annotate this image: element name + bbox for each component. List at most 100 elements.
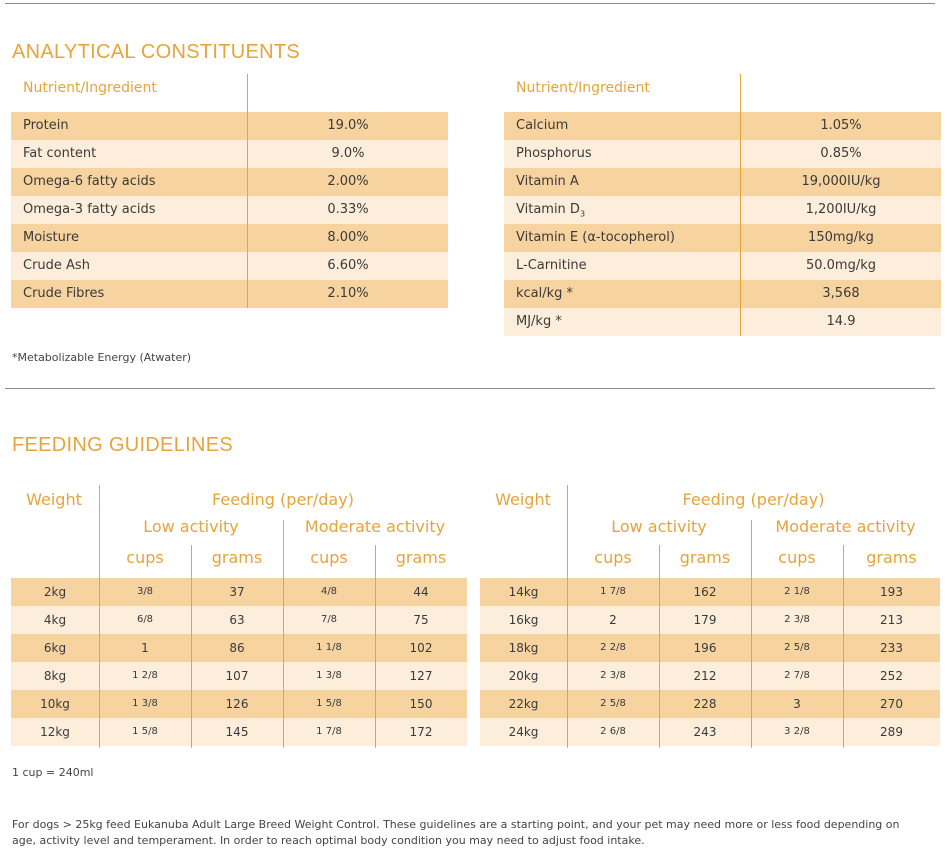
nutrient-value: 9.0% [331,146,365,161]
nutrient-name-text: Crude Fibres [23,286,105,301]
nutrient-name-text: Fat content [23,146,97,161]
nutrient-row: kcal/kg * 3,568 [504,280,941,308]
nutrient-row: Phosphorus 0.85% [504,140,941,168]
moderate-cups-cell: 2 1/8 [784,586,810,597]
nutrient-name: Crude Ash [23,258,90,273]
nutrient-value: 2.00% [327,174,369,189]
nutrient-subscript: 3 [579,209,586,219]
feeding-per-day-header: Feeding (per/day) [212,490,354,509]
low-cups-cell: 6/8 [136,614,154,625]
moderate-grams-cell: 193 [880,585,903,599]
column-divider [843,545,844,748]
feeding-row: 16kg 2 179 2 3/8 213 [480,606,940,634]
analytical-title: ANALYTICAL CONSTITUENTS [12,41,301,63]
moderate-grams-header: grams [395,548,447,567]
feeding-table-right: Weight Feeding (per/day) Low activity Moder… [480,485,940,748]
moderate-cups-cell: 2 3/8 [784,614,810,625]
moderate-cups-cell: 7/8 [320,614,338,625]
nutrient-name: Vitamin E (α-tocopherol) [516,230,675,245]
nutrient-name: Phosphorus [516,146,592,161]
analytical-table-right: Nutrient/Ingredient Calcium 1.05% Phosphor… [504,74,941,336]
low-grams-cell: 243 [693,725,717,739]
moderate-grams-cell: 127 [409,669,433,683]
low-grams-cell: 196 [693,641,717,655]
nutrient-row: Protein 19.0% [11,112,448,140]
nutrient-name: Omega-6 fatty acids [23,174,156,189]
nutrient-name-text: Protein [23,118,69,133]
nutrient-value: 8.00% [327,230,369,245]
moderate-cups-header: cups [310,548,348,567]
low-grams-cell: 86 [229,641,245,655]
nutrient-name: Vitamin A [516,174,579,189]
nutrient-value: 1,200IU/kg [805,202,877,217]
nutrient-row: MJ/kg * 14.9 [504,308,941,336]
weight-cell: 18kg [508,641,539,655]
moderate-cups-cell: 1 5/8 [316,698,342,709]
low-cups-cell: 3/8 [136,586,154,597]
feeding-row: 20kg 2 3/8 212 2 7/8 252 [480,662,940,690]
moderate-grams-cell: 75 [413,613,429,627]
low-grams-cell: 126 [225,697,249,711]
feeding-row: 2kg 3/8 37 4/8 44 [11,578,467,606]
low-grams-cell: 37 [229,585,245,599]
nutrient-name-text: MJ/kg * [516,314,562,329]
moderate-cups-cell: 1 7/8 [316,726,342,737]
low-activity-header: Low activity [143,517,239,536]
low-activity-header: Low activity [611,517,707,536]
nutrient-name-text: Phosphorus [516,146,592,161]
nutrient-name-text: Crude Ash [23,258,90,273]
weight-cell: 2kg [43,585,67,599]
moderate-grams-cell: 252 [880,669,903,683]
moderate-grams-cell: 44 [413,585,429,599]
weight-cell: 16kg [508,613,539,627]
nutrient-row: Omega-6 fatty acids 2.00% [11,168,448,196]
nutrient-value: 19.0% [327,118,369,133]
moderate-cups-cell: 2 7/8 [784,670,810,681]
moderate-cups-cell: 3 2/8 [784,726,810,737]
feeding-table-left: Weight Feeding (per/day) Low activity Moder… [11,485,467,748]
nutrient-header-label: Nutrient/Ingredient [23,80,157,96]
nutrient-value: 2.10% [327,286,369,301]
feeding-row: 18kg 2 2/8 196 2 5/8 233 [480,634,940,662]
feeding-row: 22kg 2 5/8 228 3 270 [480,690,940,718]
low-grams-cell: 228 [693,697,717,711]
nutrient-value: 1.05% [820,118,862,133]
weight-cell: 8kg [43,669,67,683]
moderate-activity-header: Moderate activity [304,517,446,536]
moderate-grams-cell: 289 [880,725,903,739]
nutrient-row: Crude Fibres 2.10% [11,280,448,308]
nutrient-name: Protein [23,118,69,133]
weight-cell: 10kg [40,697,70,711]
nutrient-name-text: L-Carnitine [516,258,587,273]
nutrient-name: Calcium [516,118,568,133]
nutrient-name: Fat content [23,146,96,161]
feeding-row: 12kg 1 5/8 145 1 7/8 172 [11,718,467,746]
low-grams-cell: 107 [225,669,249,683]
nutrient-name-text: Vitamin A [516,174,579,189]
feeding-table-header: Weight Feeding (per/day) Low activity Moder… [11,485,467,578]
weight-header: Weight [495,490,551,509]
nutrient-value: 19,000IU/kg [801,174,881,189]
low-grams-header: grams [679,548,731,567]
low-grams-cell: 179 [693,613,717,627]
feeding-footer-note: For dogs > 25kg feed Eukanuba Adult Larg… [12,818,900,847]
nutrient-value: 150mg/kg [808,230,874,245]
weight-cell: 6kg [43,641,67,655]
nutrient-name-text: Vitamin E (α-tocopherol) [516,230,675,245]
low-cups-cell: 2 6/8 [600,726,626,737]
analytical-table-left: Nutrient/Ingredient Protein 19.0% Fat cont… [11,74,448,308]
feeding-title: FEEDING GUIDELINES [12,434,233,456]
analytical-table-header: Nutrient/Ingredient [11,74,448,112]
nutrient-name-text: Vitamin D [516,202,580,217]
weight-cell: 4kg [43,613,67,627]
low-cups-cell: 1 [141,641,149,655]
nutrient-row: Calcium 1.05% [504,112,941,140]
low-grams-cell: 63 [229,613,245,627]
energy-footnote: *Metabolizable Energy (Atwater) [12,351,192,364]
low-cups-cell: 1 5/8 [132,726,158,737]
moderate-grams-cell: 172 [409,725,433,739]
feeding-row: 4kg 6/8 63 7/8 75 [11,606,467,634]
column-divider [375,545,376,748]
low-cups-cell: 1 7/8 [600,586,626,597]
low-cups-cell: 2 2/8 [600,642,626,653]
